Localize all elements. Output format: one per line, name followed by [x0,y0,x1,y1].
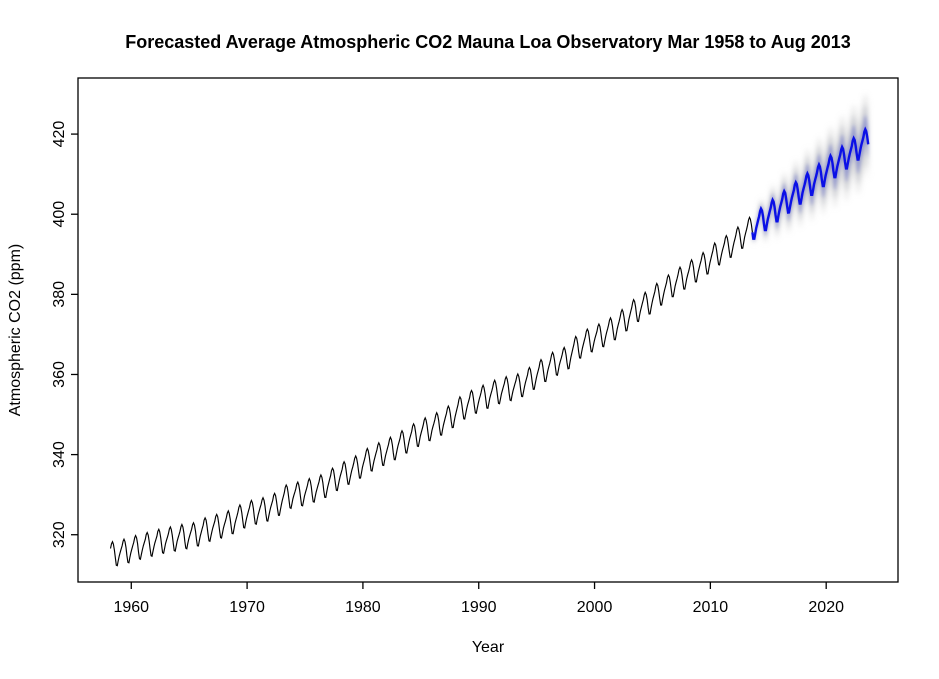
y-tick-label: 340 [51,441,68,468]
x-tick-label: 1960 [113,599,149,616]
x-tick-label: 2010 [693,599,729,616]
y-tick-label: 320 [51,521,68,548]
y-axis-ticks: 320 340 360 380 400 420 [51,121,78,548]
x-axis-ticks: 1960 1970 1980 1990 2000 2010 2020 [113,582,844,616]
chart-title: Forecasted Average Atmospheric CO2 Mauna… [125,32,851,52]
x-tick-label: 2020 [808,599,844,616]
x-tick-label: 1970 [229,599,265,616]
x-tick-label: 1990 [461,599,497,616]
y-tick-label: 380 [51,281,68,308]
observed-line [109,215,753,567]
forecast-confidence-band [752,93,869,245]
x-tick-label: 2000 [577,599,613,616]
y-tick-label: 420 [51,121,68,148]
band-inner [752,115,869,241]
data-series [109,126,870,567]
y-axis-label: Atmospheric CO2 (ppm) [7,244,24,417]
forecast-line [751,126,870,240]
y-tick-label: 400 [51,201,68,228]
x-tick-label: 1980 [345,599,381,616]
y-tick-label: 360 [51,361,68,388]
x-axis-label: Year [472,639,505,656]
plot-box [77,77,899,583]
